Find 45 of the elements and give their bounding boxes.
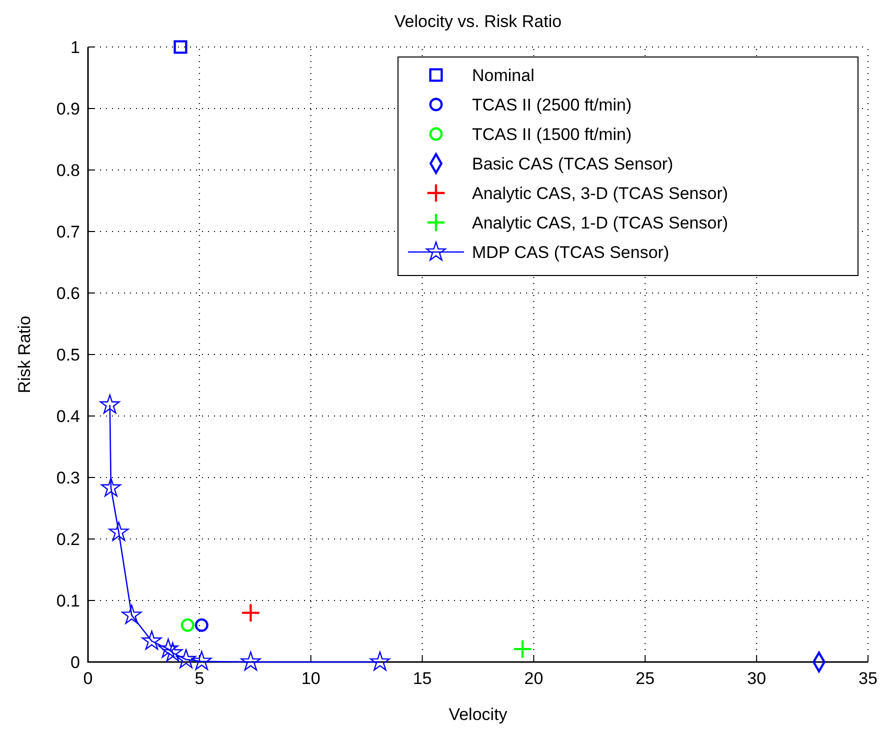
point	[162, 642, 183, 662]
legend-label: TCAS II (1500 ft/min)	[472, 125, 632, 144]
x-tick-label: 0	[83, 669, 93, 688]
point	[108, 522, 129, 541]
point	[158, 638, 178, 658]
legend-label: Analytic CAS, 1-D (TCAS Sensor)	[472, 214, 728, 232]
x-tick-label: 20	[524, 669, 544, 688]
point	[100, 477, 121, 497]
y-axis-title: Risk Ratio	[15, 316, 34, 394]
legend-label: TCAS II (2500 ft/min)	[472, 96, 632, 114]
x-tick-label: 5	[194, 669, 204, 688]
y-tick-label: 0.9	[56, 100, 80, 118]
y-tick-label: 0.6	[56, 284, 80, 303]
point	[240, 603, 260, 623]
y-tick-label: 0.7	[56, 222, 80, 242]
point	[174, 40, 188, 54]
legend-label: Analytic CAS, 3-D (TCAS Sensor)	[472, 184, 728, 203]
point	[122, 604, 142, 624]
y-tick-label: 0.4	[56, 407, 80, 426]
y-tick-label: 0.1	[56, 592, 80, 610]
x-tick-label: 10	[301, 669, 320, 688]
legend-label: Nominal	[472, 66, 534, 85]
x-tick-label: 25	[636, 669, 655, 688]
y-tick-label: 0.8	[56, 161, 80, 180]
legend-label: Basic CAS (TCAS Sensor)	[472, 154, 674, 174]
y-tick-label: 1	[70, 38, 80, 57]
legend-label: MDP CAS (TCAS Sensor)	[472, 243, 670, 262]
point	[512, 639, 532, 659]
y-tick-label: 0.2	[56, 530, 80, 549]
point	[240, 652, 261, 671]
x-axis-title: Velocity	[448, 705, 508, 724]
x-tick-label: 30	[747, 669, 766, 688]
point	[100, 394, 120, 414]
y-tick-label: 0.5	[56, 346, 80, 364]
x-tick-label: 35	[858, 669, 878, 688]
y-tick-label: 0	[70, 653, 80, 672]
x-tick-label: 15	[412, 669, 432, 688]
point	[192, 650, 212, 670]
chart-title: Velocity vs. Risk Ratio	[394, 12, 562, 31]
point	[180, 618, 194, 632]
point	[194, 618, 208, 632]
point	[142, 630, 162, 650]
point	[370, 652, 390, 671]
y-tick-label: 0.3	[56, 468, 80, 488]
point	[176, 649, 196, 668]
